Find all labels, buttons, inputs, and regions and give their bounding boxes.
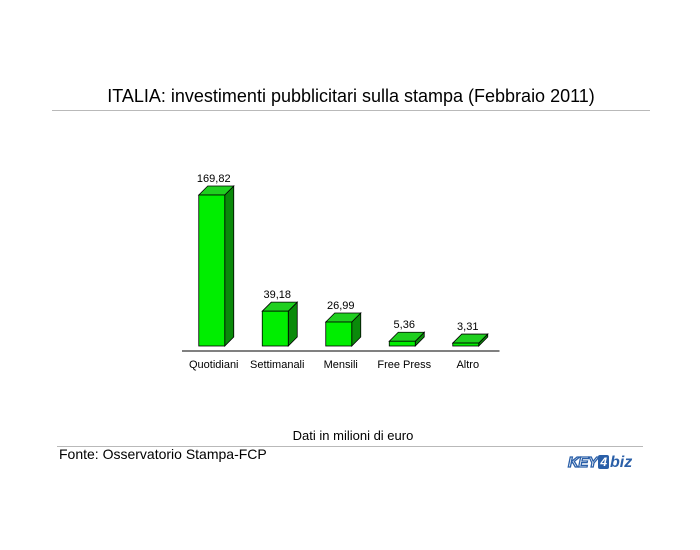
category-label: Mensili <box>324 359 358 371</box>
data-label: 3,31 <box>457 321 478 333</box>
bar-front-face <box>198 194 226 347</box>
bar-front-face <box>325 321 353 347</box>
bar-free-press <box>388 331 426 347</box>
bar-quotidiani <box>197 185 235 347</box>
footer-divider <box>57 446 643 447</box>
units-note: Dati in milioni di euro <box>292 428 414 443</box>
title-divider <box>52 110 650 111</box>
bar-front-face <box>388 340 416 347</box>
data-label: 169,82 <box>197 173 231 185</box>
logo-four-badge: 4 <box>598 455 610 469</box>
category-label: Free Press <box>377 359 431 371</box>
category-label: Settimanali <box>250 359 304 371</box>
bar-front-face <box>261 310 289 347</box>
logo-key-text: KEY <box>567 453 598 471</box>
bar-front-face <box>452 342 480 347</box>
data-label: 5,36 <box>394 319 415 331</box>
category-label: Altro <box>456 359 479 371</box>
data-label: 26,99 <box>327 300 355 312</box>
chart-title: ITALIA: investimenti pubblicitari sulla … <box>107 86 595 106</box>
logo-biz-text: biz <box>610 454 633 471</box>
source-note: Fonte: Osservatorio Stampa-FCP <box>59 446 267 462</box>
key4biz-logo: KEY 4 biz <box>567 452 644 474</box>
bar-altro <box>451 333 489 347</box>
bar-settimanali <box>261 301 299 347</box>
category-label: Quotidiani <box>189 359 239 371</box>
bar-mensili <box>324 312 362 347</box>
data-label: 39,18 <box>263 289 291 301</box>
bar-side-face <box>224 185 235 347</box>
